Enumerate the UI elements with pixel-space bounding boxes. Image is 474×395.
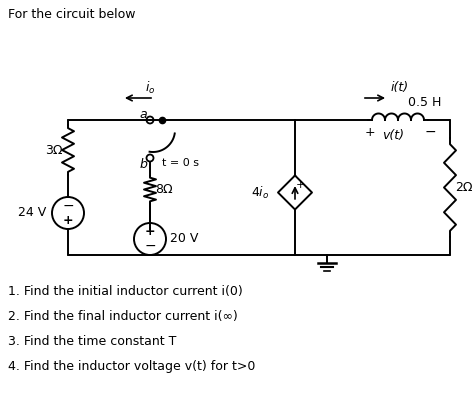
Text: −: − xyxy=(62,199,74,213)
Text: 1. Find the initial inductor current i(0): 1. Find the initial inductor current i(0… xyxy=(8,285,243,298)
Text: 24 V: 24 V xyxy=(18,207,46,220)
Text: $i_o$: $i_o$ xyxy=(145,80,155,96)
Text: −: − xyxy=(424,125,436,139)
Text: t = 0 s: t = 0 s xyxy=(162,158,199,168)
Text: 3. Find the time constant T: 3. Find the time constant T xyxy=(8,335,176,348)
Text: 4. Find the inductor voltage v(t) for t>0: 4. Find the inductor voltage v(t) for t>… xyxy=(8,360,255,373)
Text: −: − xyxy=(144,239,156,253)
Text: 20 V: 20 V xyxy=(170,233,199,246)
Text: +: + xyxy=(63,214,73,227)
Text: 8Ω: 8Ω xyxy=(155,183,173,196)
Text: i(t): i(t) xyxy=(391,81,409,94)
Text: +: + xyxy=(145,225,155,238)
Text: +: + xyxy=(365,126,375,139)
Text: a: a xyxy=(139,107,147,120)
Text: 4$i_o$: 4$i_o$ xyxy=(251,184,269,201)
Text: v(t): v(t) xyxy=(382,130,404,143)
Text: 0.5 H: 0.5 H xyxy=(408,96,441,109)
Text: b: b xyxy=(139,158,147,171)
Text: +: + xyxy=(296,180,306,190)
Text: 3Ω: 3Ω xyxy=(45,143,63,156)
Text: 2Ω: 2Ω xyxy=(455,181,473,194)
Text: For the circuit below: For the circuit below xyxy=(8,8,136,21)
Text: 2. Find the final inductor current i(∞): 2. Find the final inductor current i(∞) xyxy=(8,310,238,323)
